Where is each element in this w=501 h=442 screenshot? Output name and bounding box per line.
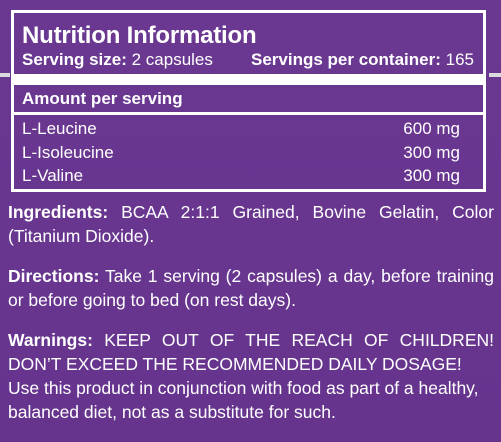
servings-per-container-value: 165 — [445, 50, 474, 69]
ingredients-paragraph: Ingredients: BCAA 2:1:1 Grained, Bovine … — [8, 200, 494, 248]
nutrient-amount: 300 mg — [403, 166, 460, 185]
nutrition-facts-panel: Nutrition Information Serving size: 2 ca… — [11, 10, 486, 192]
nutrient-row: L-Isoleucine 300 mg — [22, 143, 460, 163]
servings-per-container: Servings per container: 165 — [251, 50, 474, 70]
directions-paragraph: Directions: Take 1 serving (2 capsules) … — [8, 264, 494, 312]
nutrient-name: L-Isoleucine — [22, 143, 114, 162]
serving-size: Serving size: 2 capsules — [22, 50, 213, 70]
nutrient-row: L-Valine 300 mg — [22, 166, 460, 186]
nutrient-name: L-Leucine — [22, 119, 97, 138]
thin-divider — [14, 112, 483, 115]
usage-note-paragraph: Use this product in conjunction with foo… — [8, 378, 479, 422]
servings-per-container-label: Servings per container: — [251, 50, 441, 69]
warnings-label: Warnings: — [8, 330, 93, 350]
warnings-text: KEEP OUT OF THE REACH OF CHILDREN! DON’T… — [8, 330, 494, 374]
warnings-paragraph: Warnings: KEEP OUT OF THE REACH OF CHILD… — [8, 328, 494, 376]
nutrient-amount: 300 mg — [403, 143, 460, 162]
facts-title: Nutrition Information — [22, 22, 257, 49]
serving-info-row: Serving size: 2 capsules Servings per co… — [22, 50, 474, 70]
side-divider-left — [0, 73, 10, 77]
directions-text: Take 1 serving (2 capsules) a day, befor… — [8, 266, 495, 310]
ingredients-label: Ingredients: — [8, 202, 109, 222]
amount-per-serving-header: Amount per serving — [22, 89, 183, 108]
nutrient-amount: 600 mg — [403, 119, 460, 138]
nutrient-name: L-Valine — [22, 166, 84, 185]
serving-size-value: 2 capsules — [131, 50, 213, 69]
ingredients-text: BCAA 2:1:1 Grained, Bovine Gelatin, Colo… — [8, 202, 494, 246]
serving-size-label: Serving size: — [22, 50, 127, 69]
nutrient-row: L-Leucine 600 mg — [22, 119, 460, 139]
thick-divider — [14, 74, 483, 85]
directions-label: Directions: — [8, 266, 100, 286]
side-divider-right — [489, 73, 501, 77]
